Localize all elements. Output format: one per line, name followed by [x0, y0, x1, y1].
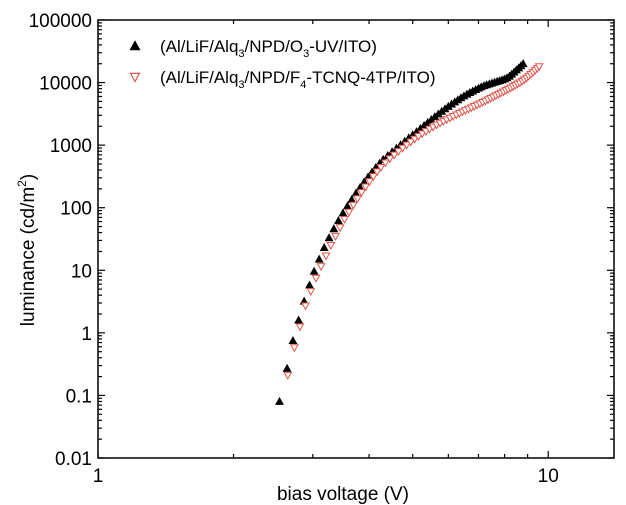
series-2-point: [534, 63, 544, 72]
series-2-point: [372, 168, 382, 177]
series-1-point: [288, 336, 298, 345]
series-1-point: [275, 396, 284, 405]
series-2-point: [316, 263, 326, 272]
legend-subscript: 4: [300, 79, 306, 91]
x-tick-label: 10: [538, 466, 559, 487]
y-axis-title: luminance (cd/m2): [15, 174, 39, 326]
series-2-point: [385, 155, 395, 164]
legend-text-part: -TCNQ-4TP/ITO): [306, 68, 435, 87]
series-2-point: [368, 173, 378, 182]
series-2-point: [357, 189, 367, 198]
series-1-point: [329, 224, 339, 233]
series-2-point: [289, 344, 299, 353]
series-2-point: [295, 323, 305, 332]
legend-marker: [129, 40, 141, 51]
y-tick-label: 100000: [29, 11, 92, 32]
series-2-point: [394, 148, 403, 157]
series-2-point: [381, 159, 390, 168]
series-2-point: [344, 208, 354, 217]
y-axis-title-superscript: 2: [15, 180, 29, 187]
series-2-point: [361, 183, 371, 192]
axis-ticks: [97, 19, 614, 459]
series-1-point: [338, 208, 348, 217]
series-1-point: [309, 266, 319, 275]
series-2-point: [301, 302, 310, 311]
series-1-point: [518, 59, 528, 68]
series-1-point: [319, 243, 329, 252]
series-2-point: [335, 224, 345, 233]
series-2-point: [410, 135, 420, 144]
series-2-point: [331, 232, 340, 241]
legend-text-part: /NPD/O: [245, 37, 304, 56]
x-axis-title: bias voltage (V): [277, 484, 409, 505]
series-1-point: [282, 363, 292, 372]
series-2-point: [414, 133, 423, 142]
y-tick-label: 100: [60, 199, 92, 220]
series-1-point: [324, 233, 334, 242]
series-2-point: [389, 151, 399, 160]
legend-subscript: 3: [238, 79, 244, 91]
legend-text-part: /NPD/F: [245, 68, 301, 87]
series-2-point: [376, 163, 386, 172]
series-2-point: [398, 144, 408, 153]
y-tick-label: 1000: [50, 136, 92, 157]
y-tick-label: 1: [81, 324, 92, 345]
legend-subscript: 3: [238, 48, 244, 60]
legend-marker: [129, 72, 141, 83]
legend-text-part: (Al/LiF/Alq: [160, 68, 238, 87]
series-2-point: [283, 371, 293, 380]
legend: (Al/LiF/Alq3/NPD/O3-UV/ITO)(Al/LiF/Alq3/…: [129, 37, 435, 91]
legend-entry-1: (Al/LiF/Alq3/NPD/O3-UV/ITO): [160, 37, 377, 60]
y-tick-label: 10: [71, 261, 92, 282]
series-1-point: [305, 280, 314, 289]
series-2-point: [365, 178, 374, 187]
series-2-point: [353, 195, 362, 204]
series-2-point: [326, 242, 336, 251]
series-2-point: [340, 216, 350, 225]
x-tick-label: 1: [93, 466, 104, 487]
legend-text-part: (Al/LiF/Alq: [160, 37, 238, 56]
series-1-point: [294, 315, 304, 324]
series-2-point: [321, 252, 331, 261]
plot-frame: [97, 19, 615, 459]
series-1-point: [314, 254, 324, 263]
y-axis-title-end: ): [18, 174, 39, 180]
series-2-point: [348, 201, 358, 210]
series-2-point: [402, 141, 412, 150]
y-axis-title-base: luminance (cd/m: [18, 187, 39, 326]
series-2-point: [311, 274, 321, 283]
legend-entry-2: (Al/LiF/Alq3/NPD/F4-TCNQ-4TP/ITO): [160, 68, 435, 91]
plot-marks: [275, 59, 544, 405]
y-tick-label: 10000: [39, 74, 92, 95]
series-2-point: [406, 138, 416, 147]
series-1-point: [333, 216, 343, 225]
legend-subscript: 3: [303, 48, 309, 60]
legend-text-part: -UV/ITO): [309, 37, 377, 56]
y-tick-label: 0.1: [66, 386, 92, 407]
series-2-point: [306, 288, 316, 297]
y-tick-label: 0.01: [55, 449, 92, 470]
axis-tick-labels: 0.01 0.1 1 10 100 1000 10000 100000 1 10: [29, 11, 559, 487]
